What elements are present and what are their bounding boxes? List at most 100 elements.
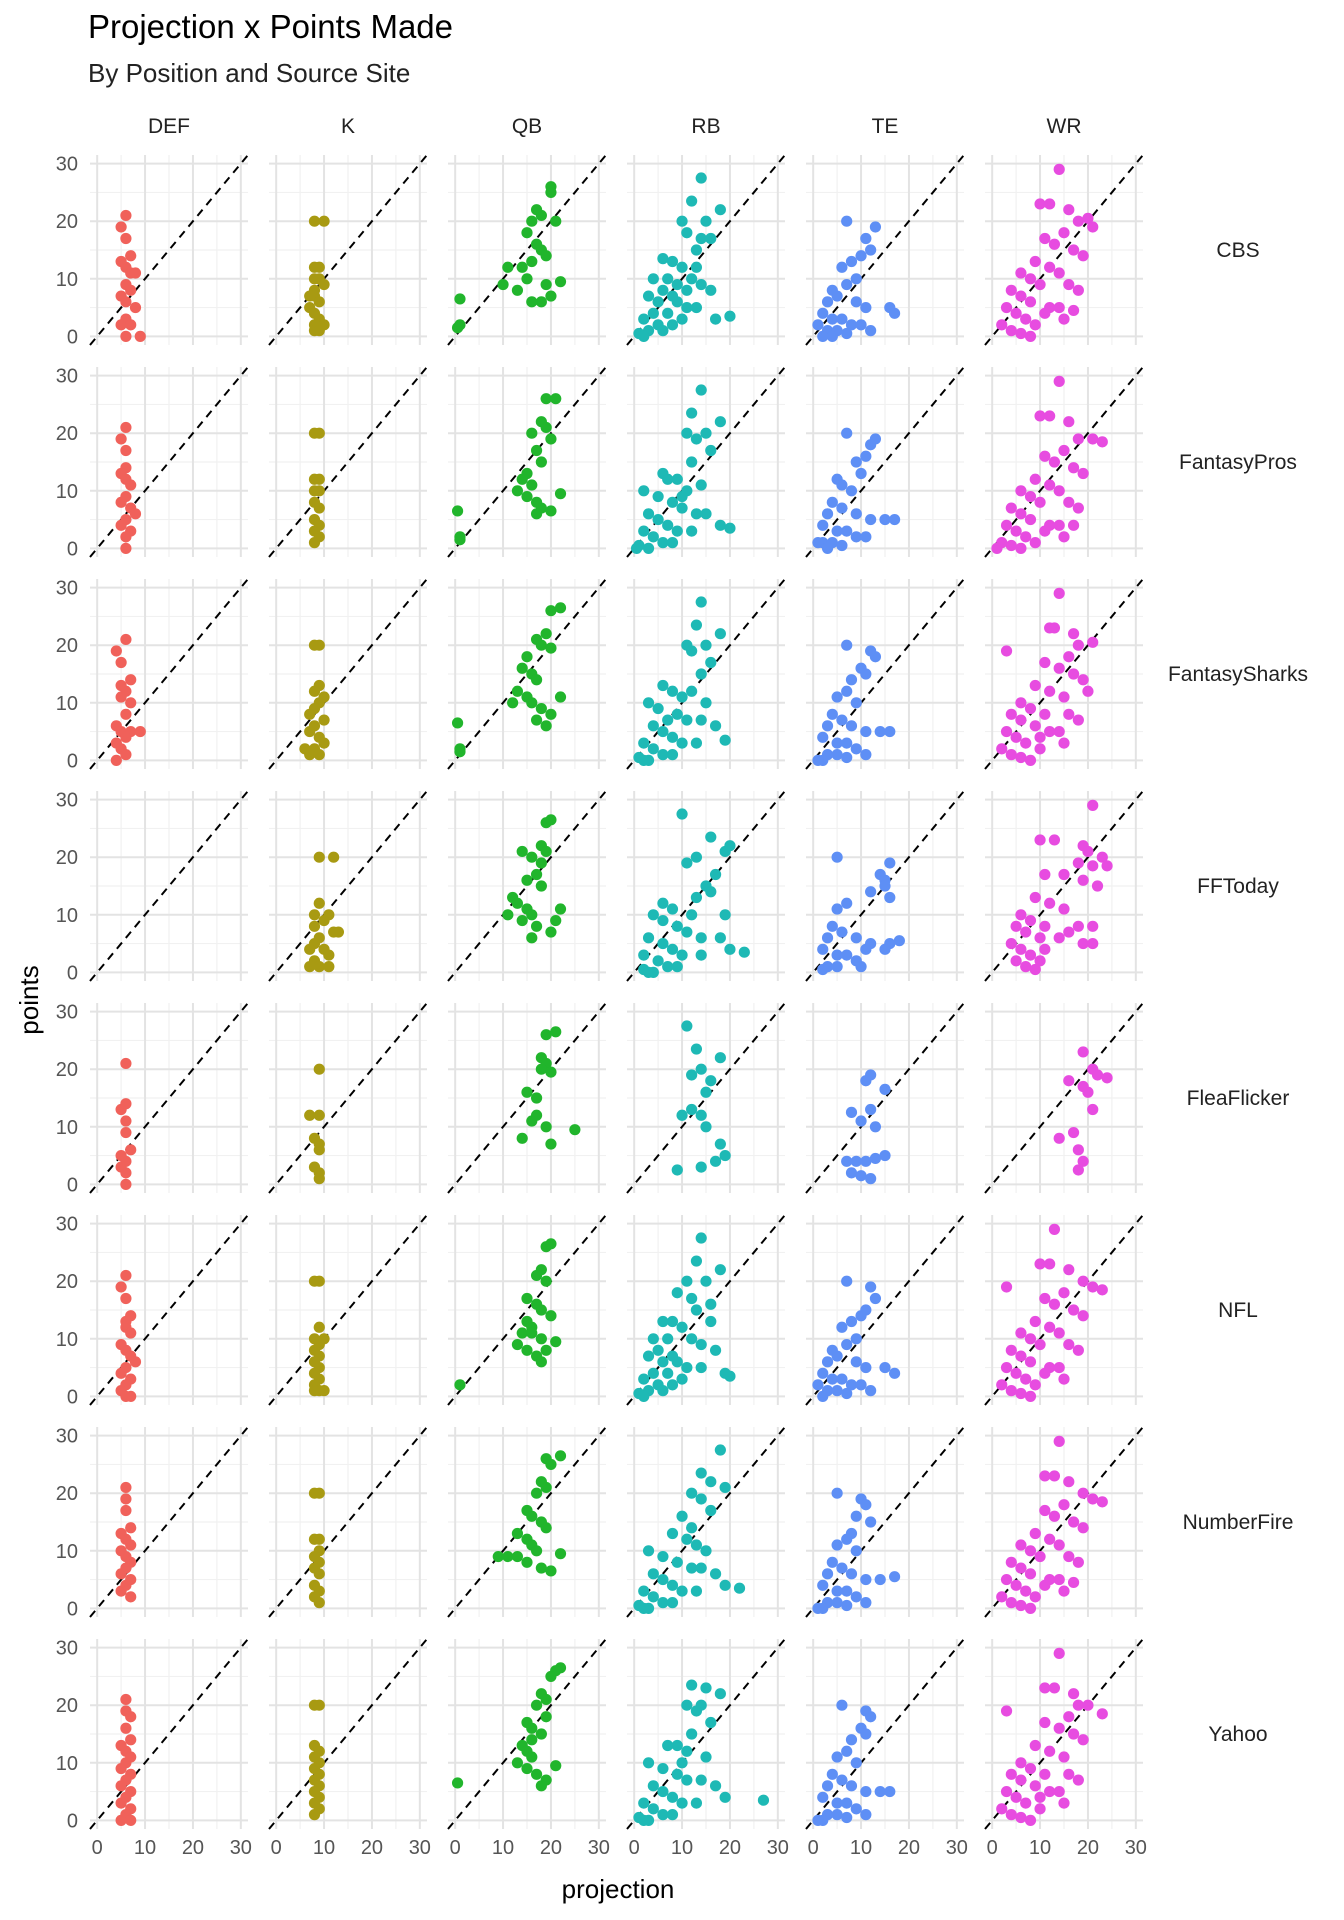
point: [554, 1450, 567, 1462]
point: [1015, 751, 1027, 764]
point: [1034, 1803, 1046, 1815]
point: [535, 1304, 547, 1316]
point: [125, 1814, 137, 1826]
point: [836, 479, 848, 491]
panel-yahoo-te: [805, 1638, 965, 1830]
y-axis-label: points: [14, 965, 44, 1034]
point: [869, 1292, 882, 1305]
point: [1024, 1333, 1037, 1345]
point: [1053, 662, 1065, 674]
point: [526, 1722, 538, 1734]
point: [545, 1238, 557, 1250]
point: [540, 628, 552, 640]
point: [125, 1711, 137, 1723]
point: [535, 1356, 547, 1368]
point: [884, 857, 896, 869]
panel-fftoday-def: [89, 790, 249, 982]
point: [826, 920, 838, 932]
point: [1044, 1321, 1056, 1333]
point: [1063, 651, 1075, 663]
point: [1015, 1539, 1027, 1551]
point: [535, 1063, 547, 1075]
point: [125, 479, 137, 491]
point: [831, 1539, 843, 1551]
point: [1058, 903, 1070, 915]
point: [850, 932, 862, 944]
point: [690, 1705, 703, 1717]
point: [1034, 1338, 1046, 1351]
point: [530, 1487, 543, 1499]
point: [308, 685, 321, 697]
point: [666, 731, 679, 743]
point: [686, 273, 698, 285]
point: [662, 1333, 674, 1345]
point: [1044, 1745, 1056, 1757]
point: [1000, 1281, 1013, 1293]
point: [1053, 1361, 1065, 1374]
point: [1058, 691, 1070, 703]
point: [492, 1550, 504, 1563]
point: [874, 725, 886, 738]
point: [125, 319, 137, 331]
point: [1000, 725, 1013, 738]
point: [1034, 410, 1046, 422]
point: [511, 1757, 524, 1769]
point: [545, 1670, 557, 1683]
point: [313, 1063, 325, 1075]
panel-fantasypros-wr: [984, 366, 1144, 558]
point: [120, 444, 132, 457]
point: [540, 393, 552, 405]
point: [318, 278, 330, 291]
point: [1048, 1298, 1061, 1310]
point: [530, 868, 543, 881]
panel-fleaflicker-qb: [447, 1002, 607, 1194]
point: [676, 1109, 688, 1121]
x-tick-label: 10: [313, 1837, 335, 1859]
point: [530, 1545, 543, 1557]
point: [323, 949, 335, 961]
point: [695, 384, 707, 396]
point: [826, 1556, 838, 1568]
panel-fantasysharks-te: [805, 578, 965, 770]
panel-numberfire-te: [805, 1426, 965, 1618]
point: [516, 845, 528, 858]
point: [1024, 754, 1037, 766]
point: [695, 596, 707, 608]
point: [526, 479, 538, 491]
point: [454, 293, 466, 305]
point: [120, 708, 132, 720]
point: [719, 1481, 731, 1494]
point: [714, 416, 726, 428]
point: [831, 1809, 843, 1821]
point: [831, 749, 843, 761]
point: [308, 1533, 321, 1545]
point: [1067, 1688, 1080, 1700]
point: [647, 1591, 659, 1603]
point: [313, 851, 325, 863]
x-tick-label: 20: [540, 1837, 562, 1859]
point: [657, 1315, 669, 1328]
x-tick-label: 30: [588, 1837, 610, 1859]
point: [652, 296, 664, 308]
point: [671, 708, 683, 720]
point: [1029, 720, 1041, 732]
point: [709, 868, 722, 881]
point: [1096, 1496, 1108, 1508]
point: [1015, 508, 1027, 520]
point: [662, 273, 674, 285]
point: [530, 508, 543, 520]
point: [719, 845, 731, 858]
point: [821, 932, 834, 944]
point: [554, 1548, 567, 1560]
point: [540, 1481, 552, 1494]
point: [115, 433, 127, 445]
point: [115, 656, 127, 669]
point: [526, 909, 538, 921]
panel-fleaflicker-k: [268, 1002, 428, 1194]
point: [1020, 961, 1032, 973]
facet-col-label-k: K: [341, 115, 355, 138]
point: [647, 1568, 659, 1580]
point: [714, 1444, 726, 1456]
point: [831, 1597, 843, 1609]
point: [120, 1292, 132, 1305]
